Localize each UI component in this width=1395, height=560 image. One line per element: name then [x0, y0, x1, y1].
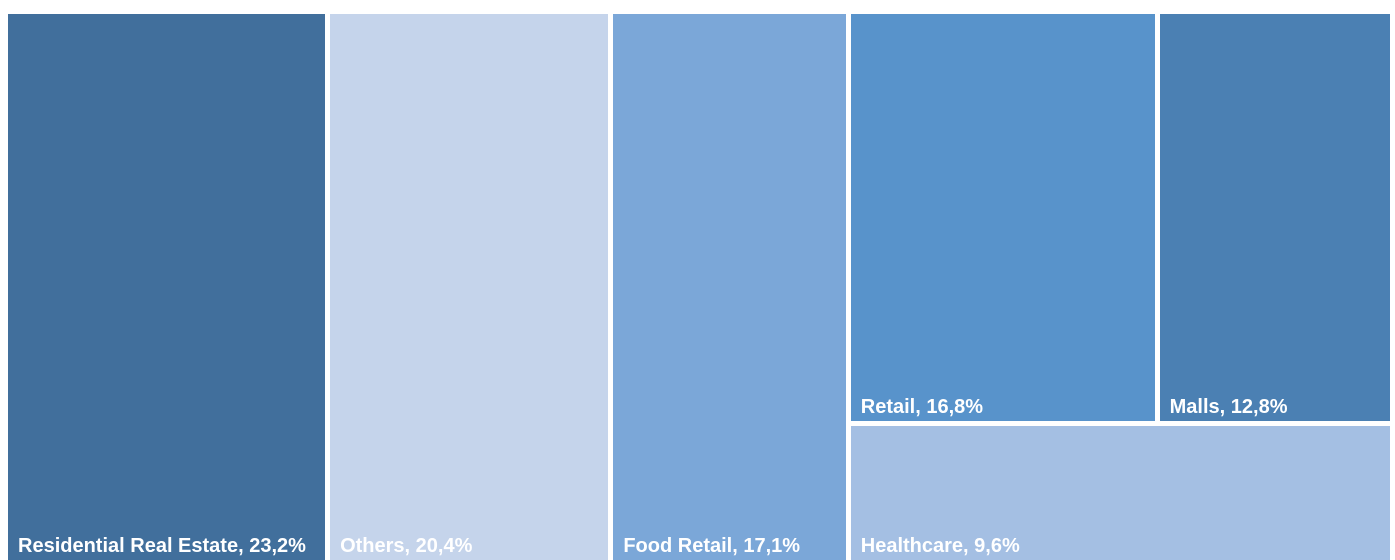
tile-label: Healthcare, 9,6% [860, 534, 1020, 557]
tile: Food Retail, 17,1% [613, 14, 846, 560]
tile-label: Retail, 16,8% [860, 396, 984, 419]
tile: Healthcare, 9,6% [850, 426, 1390, 560]
tile-label: Others, 20,4% [340, 535, 473, 557]
tile: Retail, 16,8% [850, 14, 1155, 422]
tile-label: Malls, 12,8% [1169, 396, 1288, 419]
tile-label: Residential Real Estate, 23,2% [18, 535, 306, 557]
tile-label: Food Retail, 17,1% [623, 535, 801, 557]
tile: Others, 20,4% [330, 14, 609, 560]
tile: Malls, 12,8% [1159, 14, 1390, 422]
tile: Residential Real Estate, 23,2% [8, 14, 326, 560]
